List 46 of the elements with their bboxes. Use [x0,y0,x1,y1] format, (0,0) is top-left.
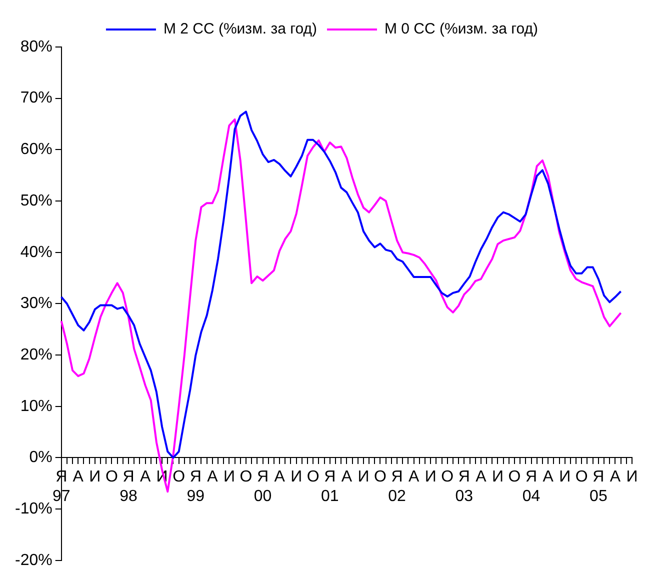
x-tick-label: И [626,468,638,486]
legend-label: M 0 CC (%изм. за год) [384,20,538,38]
x-tick-label: А [72,468,84,486]
x-tick-label: Я 02 [388,468,406,505]
x-tick-label: А [207,468,218,486]
x-tick-label: Я 00 [254,468,272,505]
y-tick-label: 0% [29,449,52,466]
x-tick-label: И [89,468,101,486]
y-tick-label: 10% [20,398,52,415]
y-tick-label: 50% [20,192,52,210]
y-tick-label: 70% [20,90,52,107]
y-tick-label: 80% [20,38,52,56]
x-tick-label: А [542,468,554,486]
x-tick-label: И [424,468,436,486]
x-tick-label: Я 04 [522,468,540,505]
x-tick-label: О [441,468,454,486]
y-tick-label: 30% [20,295,52,312]
y-tick-label: -10% [14,500,52,518]
x-tick-label: И [492,468,504,486]
x-tick-label: Я 05 [590,468,608,505]
x-tick-label: О [575,468,588,486]
y-tick-label: 20% [20,346,52,364]
y-tick-label: -20% [14,552,52,569]
x-tick-label: Я 01 [320,468,339,505]
x-tick-label: А [341,468,352,486]
x-tick-label: А [610,468,621,486]
x-tick-label: А [274,468,286,486]
x-tick-label: О [172,468,186,486]
x-tick-label: Я 03 [455,468,474,505]
x-tick-label: И [559,468,571,486]
x-tick-label: О [240,468,252,486]
x-tick-label: Я 98 [120,468,138,505]
x-tick-label: А [140,468,151,486]
x-tick-label: О [374,468,386,486]
y-tick-label: 60% [20,141,52,158]
x-tick-label: А [476,468,487,486]
x-tick-label: И [358,468,370,486]
x-tick-label: Я 99 [186,468,205,505]
y-tick-label: 40% [20,244,52,261]
x-tick-label: И [290,468,302,486]
legend-label: M 2 CC (%изм. за год) [163,20,318,38]
x-tick-label: А [408,468,420,486]
x-tick-label: О [508,468,521,486]
x-tick-label: О [306,468,320,486]
x-tick-label: И [223,468,235,486]
x-tick-label: О [105,468,118,486]
